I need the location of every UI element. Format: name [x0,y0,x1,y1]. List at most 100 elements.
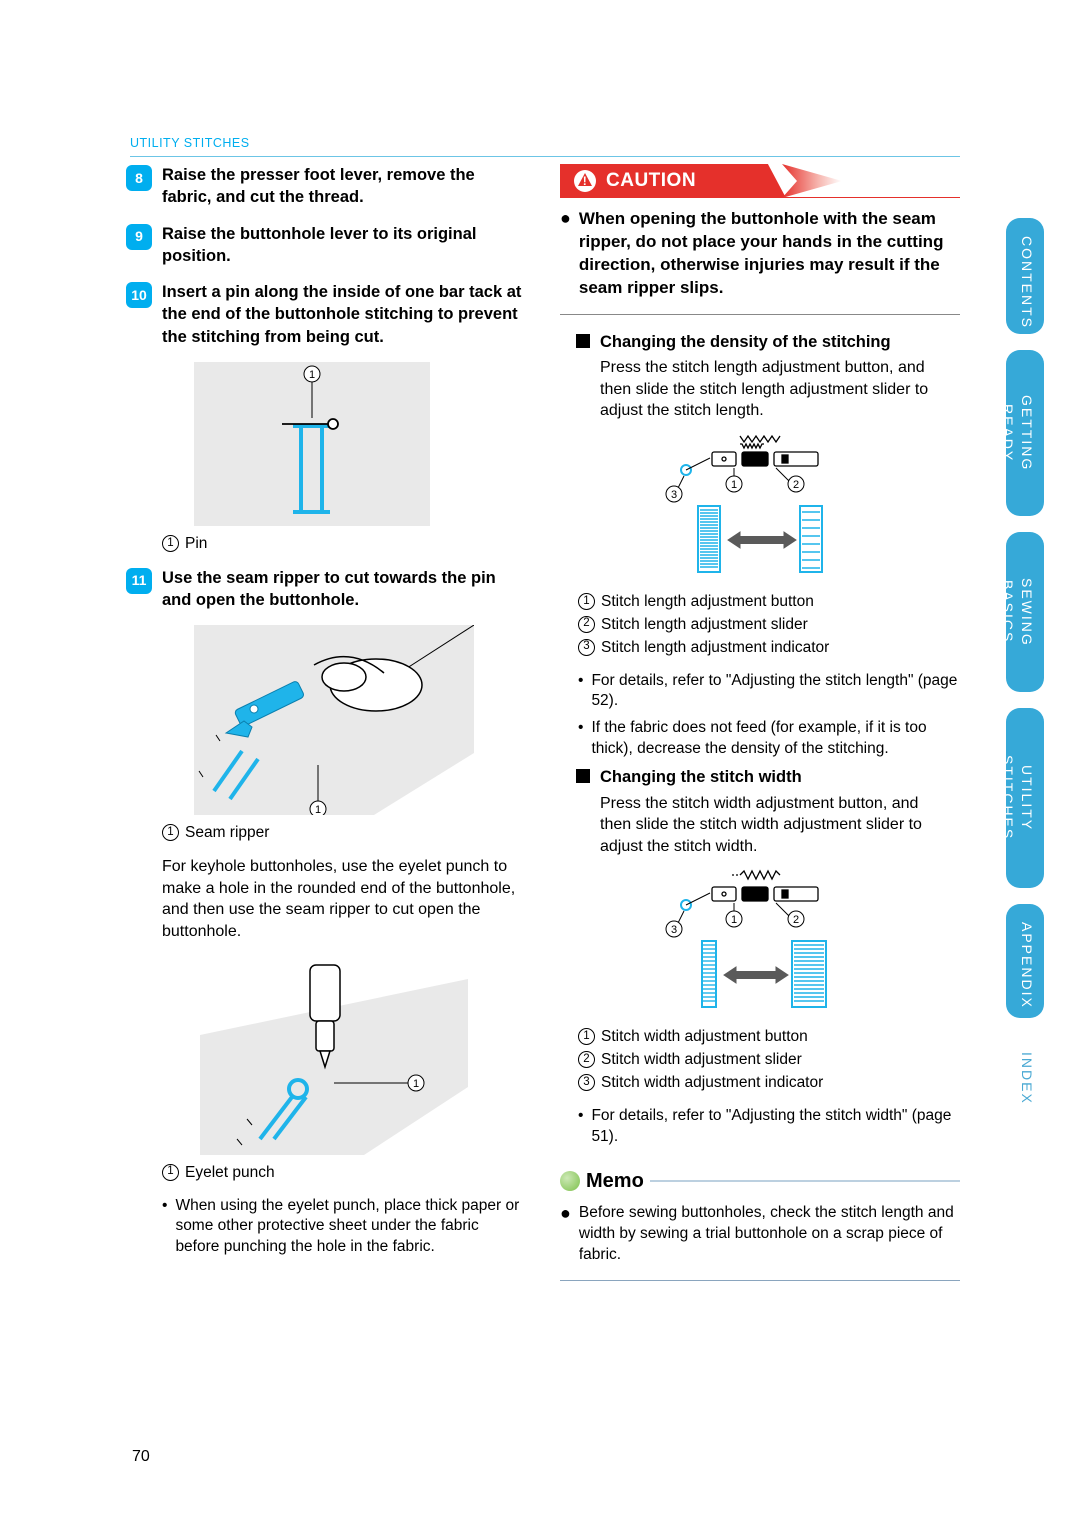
step-badge: 11 [126,568,152,594]
step-text: Raise the presser foot lever, remove the… [162,164,526,209]
header-rule [130,156,960,157]
figure-pin: 1 [194,362,430,526]
figure-pin-legend: 1 Pin [162,534,526,555]
banner-tail [782,164,842,198]
callout-label: Eyelet punch [185,1163,275,1184]
density-bullets: •For details, refer to "Adjusting the st… [578,671,960,761]
svg-text:1: 1 [309,369,315,381]
side-tabs: CONTENTS GETTING READY SEWING BASICS UTI… [1006,218,1044,1112]
bullet-dot: ● [560,1203,571,1266]
callout-number: 2 [578,616,595,633]
callout-label: Stitch width adjustment indicator [601,1073,823,1094]
svg-text:1: 1 [731,914,737,926]
callout-number: 3 [578,639,595,656]
caution-text: When opening the buttonhole with the sea… [579,208,960,300]
keyhole-paragraph: For keyhole buttonholes, use the eyelet … [162,856,526,942]
memo-body: ● Before sewing buttonholes, check the s… [560,1203,960,1280]
page-number: 70 [132,1446,150,1468]
step-text: Insert a pin along the inside of one bar… [162,281,526,348]
callout-label: Stitch length adjustment button [601,592,814,613]
density-text: Press the stitch length adjustment butto… [600,357,942,422]
callout-number: 1 [162,1164,179,1181]
width-heading: Changing the stitch width [576,766,960,788]
svg-text:3: 3 [671,924,677,936]
callout-number: 3 [578,1074,595,1091]
step-text: Raise the buttonhole lever to its origin… [162,223,526,268]
callout-number: 1 [578,593,595,610]
tab-appendix[interactable]: APPENDIX [1006,904,1044,1018]
step-11: 11 Use the seam ripper to cut towards th… [126,567,526,612]
figure-ripper-legend: 1 Seam ripper [162,823,526,844]
chapter-header: UTILITY STITCHES [130,132,960,154]
density-heading: Changing the density of the stitching [576,331,960,353]
svg-text:1: 1 [315,804,321,815]
figure-seam-ripper: 1 [194,625,474,815]
callout-label: Stitch length adjustment slider [601,615,808,636]
eyelet-note: • When using the eyelet punch, place thi… [162,1196,526,1259]
square-bullet-icon [576,769,590,783]
figure-eyelet-punch: 1 [194,955,474,1155]
bullet-dot: ● [560,208,571,300]
step-badge: 8 [126,165,152,191]
width-diagram: 1 2 3 [640,867,880,1017]
eyelet-note-text: When using the eyelet punch, place thick… [175,1196,526,1259]
step-9: 9 Raise the buttonhole lever to its orig… [126,223,526,268]
bullet-text: For details, refer to "Adjusting the sti… [591,671,960,713]
width-bullets: •For details, refer to "Adjusting the st… [578,1106,960,1148]
content-columns: 8 Raise the presser foot lever, remove t… [126,164,966,1281]
step-badge: 9 [126,224,152,250]
svg-text:2: 2 [793,914,799,926]
width-heading-text: Changing the stitch width [600,766,802,788]
callout-label: Stitch width adjustment slider [601,1050,802,1071]
bullet-dot: • [578,1106,583,1148]
bullet-dot: • [578,718,583,760]
bullet-text: If the fabric does not feed (for example… [591,718,960,760]
callout-number: 1 [162,535,179,552]
left-column: 8 Raise the presser foot lever, remove t… [126,164,526,1281]
width-legend: 1 Stitch width adjustment button 2 Stitch … [578,1027,960,1094]
tab-sewing-basics[interactable]: SEWING BASICS [1006,532,1044,692]
caution-banner: CAUTION [560,164,960,198]
memo-bottom-rule [560,1280,960,1281]
svg-text:3: 3 [671,489,677,501]
svg-text:1: 1 [731,479,737,491]
step-10: 10 Insert a pin along the inside of one … [126,281,526,348]
memo-icon [560,1171,580,1191]
caution-bottom-rule [560,314,960,315]
svg-text:2: 2 [793,479,799,491]
memo-heading: Memo [560,1168,960,1195]
right-column: CAUTION ● When opening the buttonhole wi… [560,164,960,1281]
callout-label: Pin [185,534,207,555]
callout-label: Seam ripper [185,823,269,844]
caution-body: ● When opening the buttonhole with the s… [560,208,960,314]
square-bullet-icon [576,334,590,348]
bullet-text: For details, refer to "Adjusting the sti… [591,1106,960,1148]
memo-title: Memo [586,1168,644,1195]
memo-text: Before sewing buttonholes, check the sti… [579,1203,960,1266]
callout-label: Stitch width adjustment button [601,1027,808,1048]
page: UTILITY STITCHES 8 Raise the presser foo… [0,0,1080,1528]
svg-text:1: 1 [413,1078,419,1090]
step-8: 8 Raise the presser foot lever, remove t… [126,164,526,209]
memo-rule [650,1176,960,1186]
warning-icon [574,170,596,192]
bullet-dot: • [578,671,583,713]
density-diagram: 1 2 3 [640,432,880,582]
banner-rule [560,197,960,198]
density-heading-text: Changing the density of the stitching [600,331,891,353]
callout-number: 2 [578,1051,595,1068]
step-text: Use the seam ripper to cut towards the p… [162,567,526,612]
callout-number: 1 [162,824,179,841]
tab-index[interactable]: INDEX [1006,1034,1044,1112]
tab-utility-stitches[interactable]: UTILITY STITCHES [1006,708,1044,888]
caution-heading: CAUTION [606,168,696,194]
tab-getting-ready[interactable]: GETTING READY [1006,350,1044,516]
width-text: Press the stitch width adjustment button… [600,793,942,858]
figure-eyelet-legend: 1 Eyelet punch [162,1163,526,1184]
step-badge: 10 [126,282,152,308]
callout-label: Stitch length adjustment indicator [601,638,829,659]
tab-contents[interactable]: CONTENTS [1006,218,1044,334]
callout-number: 1 [578,1028,595,1045]
chapter-label: UTILITY STITCHES [130,136,250,150]
density-legend: 1 Stitch length adjustment button 2 Stitch… [578,592,960,659]
